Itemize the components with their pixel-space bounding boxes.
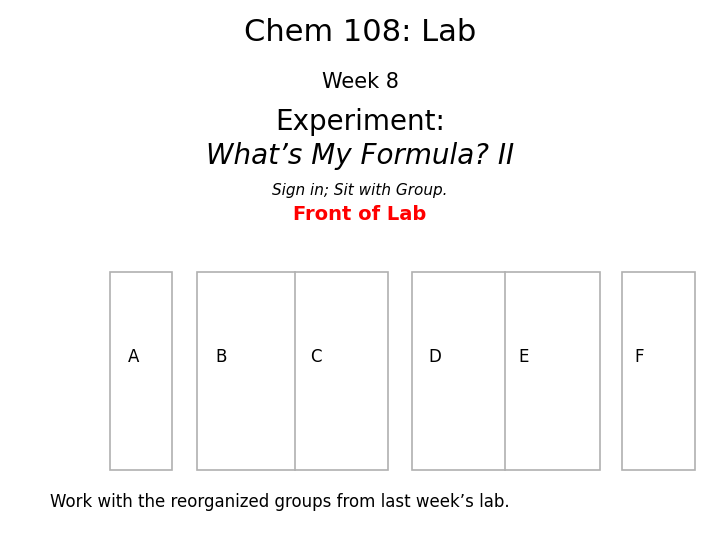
Text: D: D bbox=[428, 348, 441, 366]
Bar bbox=[110, 272, 172, 470]
Text: C: C bbox=[310, 348, 322, 366]
Text: E: E bbox=[518, 348, 528, 366]
Text: Experiment:: Experiment: bbox=[275, 108, 445, 136]
Text: Week 8: Week 8 bbox=[322, 72, 398, 92]
Text: Work with the reorganized groups from last week’s lab.: Work with the reorganized groups from la… bbox=[50, 493, 510, 511]
Text: What’s My Formula? II: What’s My Formula? II bbox=[206, 142, 514, 170]
Text: Front of Lab: Front of Lab bbox=[293, 205, 427, 224]
Text: Chem 108: Lab: Chem 108: Lab bbox=[244, 18, 476, 47]
Text: Sign in; Sit with Group.: Sign in; Sit with Group. bbox=[272, 183, 448, 198]
Text: F: F bbox=[634, 348, 644, 366]
Text: B: B bbox=[215, 348, 226, 366]
Bar bbox=[412, 272, 600, 470]
Text: A: A bbox=[128, 348, 140, 366]
Bar bbox=[197, 272, 388, 470]
Bar bbox=[622, 272, 695, 470]
